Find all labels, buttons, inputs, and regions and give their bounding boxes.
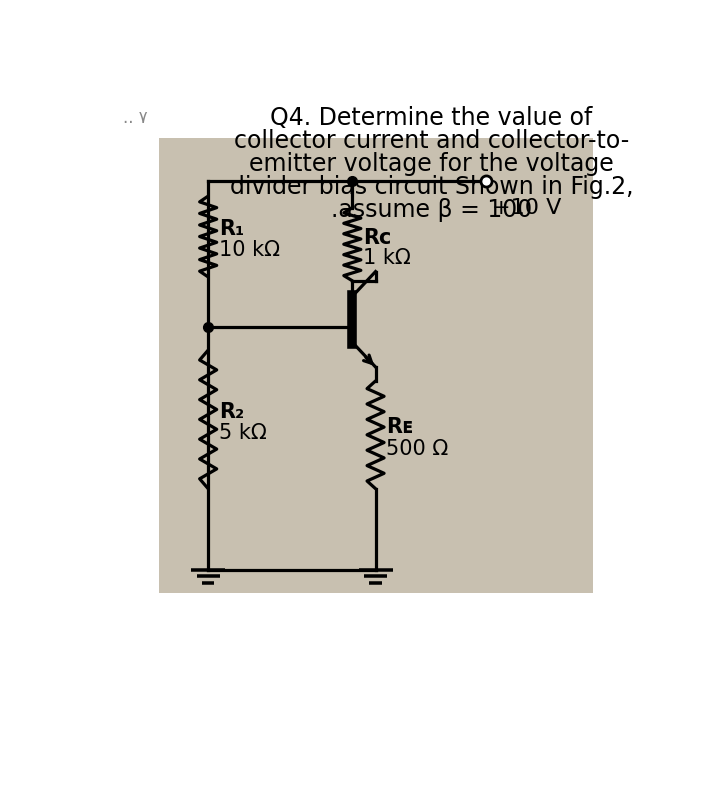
Text: 10 kΩ: 10 kΩ — [219, 240, 280, 260]
Bar — [158, 138, 593, 593]
Text: 1 kΩ: 1 kΩ — [363, 248, 411, 268]
Text: emitter voltage for the voltage: emitter voltage for the voltage — [249, 152, 614, 176]
Text: Q4. Determine the value of: Q4. Determine the value of — [270, 106, 593, 130]
Text: collector current and collector-to-: collector current and collector-to- — [234, 129, 629, 153]
Text: .. ٧: .. ٧ — [123, 109, 147, 126]
Text: divider bias circuit Shown in Fig.2,: divider bias circuit Shown in Fig.2, — [230, 175, 633, 199]
Text: 500 Ω: 500 Ω — [386, 438, 449, 458]
Text: Rᴄ: Rᴄ — [363, 228, 392, 248]
Text: +10 V: +10 V — [492, 198, 561, 218]
Text: R₁: R₁ — [219, 219, 244, 239]
Text: .assume β = 100: .assume β = 100 — [330, 198, 532, 222]
Text: 5 kΩ: 5 kΩ — [219, 423, 267, 443]
Text: Rᴇ: Rᴇ — [386, 417, 414, 437]
Text: R₂: R₂ — [219, 402, 244, 422]
